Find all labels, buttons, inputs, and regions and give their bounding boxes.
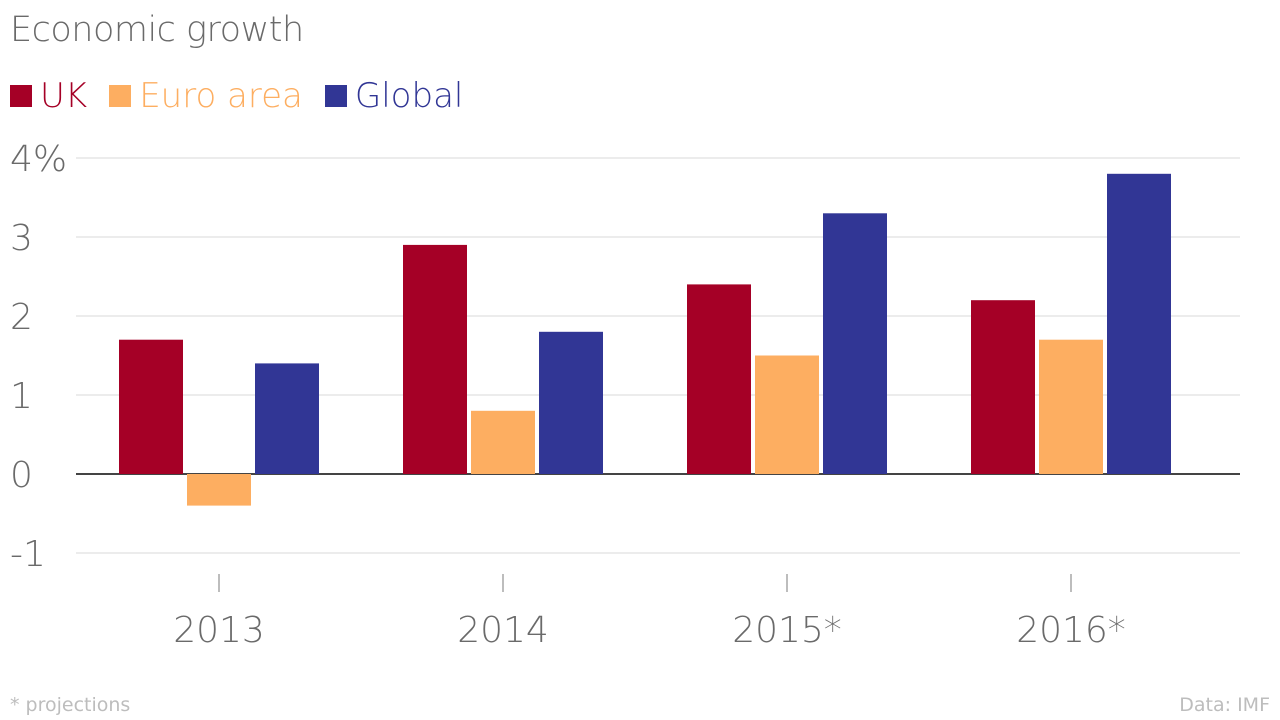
bar-euro-area-2016 (1039, 339, 1103, 474)
bar-global-2015 (823, 213, 887, 475)
y-tick-label: -1 (10, 534, 46, 575)
legend-swatch-uk (10, 85, 32, 107)
bar-uk-2015 (687, 284, 751, 474)
y-tick-label: 4% (10, 139, 67, 180)
bar-euro-area-2013 (187, 474, 251, 506)
legend: UK Euro area Global (10, 74, 463, 118)
legend-item-euro-area: Euro area (109, 74, 303, 118)
bar-global-2014 (539, 331, 603, 474)
legend-item-uk: UK (10, 74, 87, 118)
bar-euro-area-2014 (471, 410, 535, 474)
y-tick-label: 3 (10, 218, 33, 259)
x-tick-label: 2015* (732, 610, 842, 651)
x-tick-label: 2013 (173, 610, 265, 651)
bar-uk-2013 (119, 339, 183, 474)
y-tick-label: 1 (10, 376, 33, 417)
bar-uk-2016 (971, 300, 1035, 474)
x-tick-label: 2014 (457, 610, 549, 651)
bar-global-2016 (1107, 173, 1171, 475)
chart-title: Economic growth (10, 10, 304, 50)
bar-uk-2014 (403, 244, 467, 474)
legend-swatch-global (324, 85, 347, 107)
bar-global-2013 (255, 363, 319, 474)
x-tick-label: 2016* (1016, 610, 1126, 651)
legend-item-global: Global (324, 74, 464, 118)
footnote: * projections (10, 694, 131, 716)
legend-label-euro-area: Euro area (139, 76, 303, 116)
legend-swatch-euro-area (109, 85, 132, 107)
y-tick-label: 0 (10, 455, 33, 496)
source-note: Data: IMF (1179, 694, 1270, 716)
bar-euro-area-2015 (755, 355, 819, 474)
legend-label-global: Global (354, 76, 464, 116)
legend-label-uk: UK (40, 76, 88, 116)
y-tick-label: 2 (10, 297, 33, 338)
